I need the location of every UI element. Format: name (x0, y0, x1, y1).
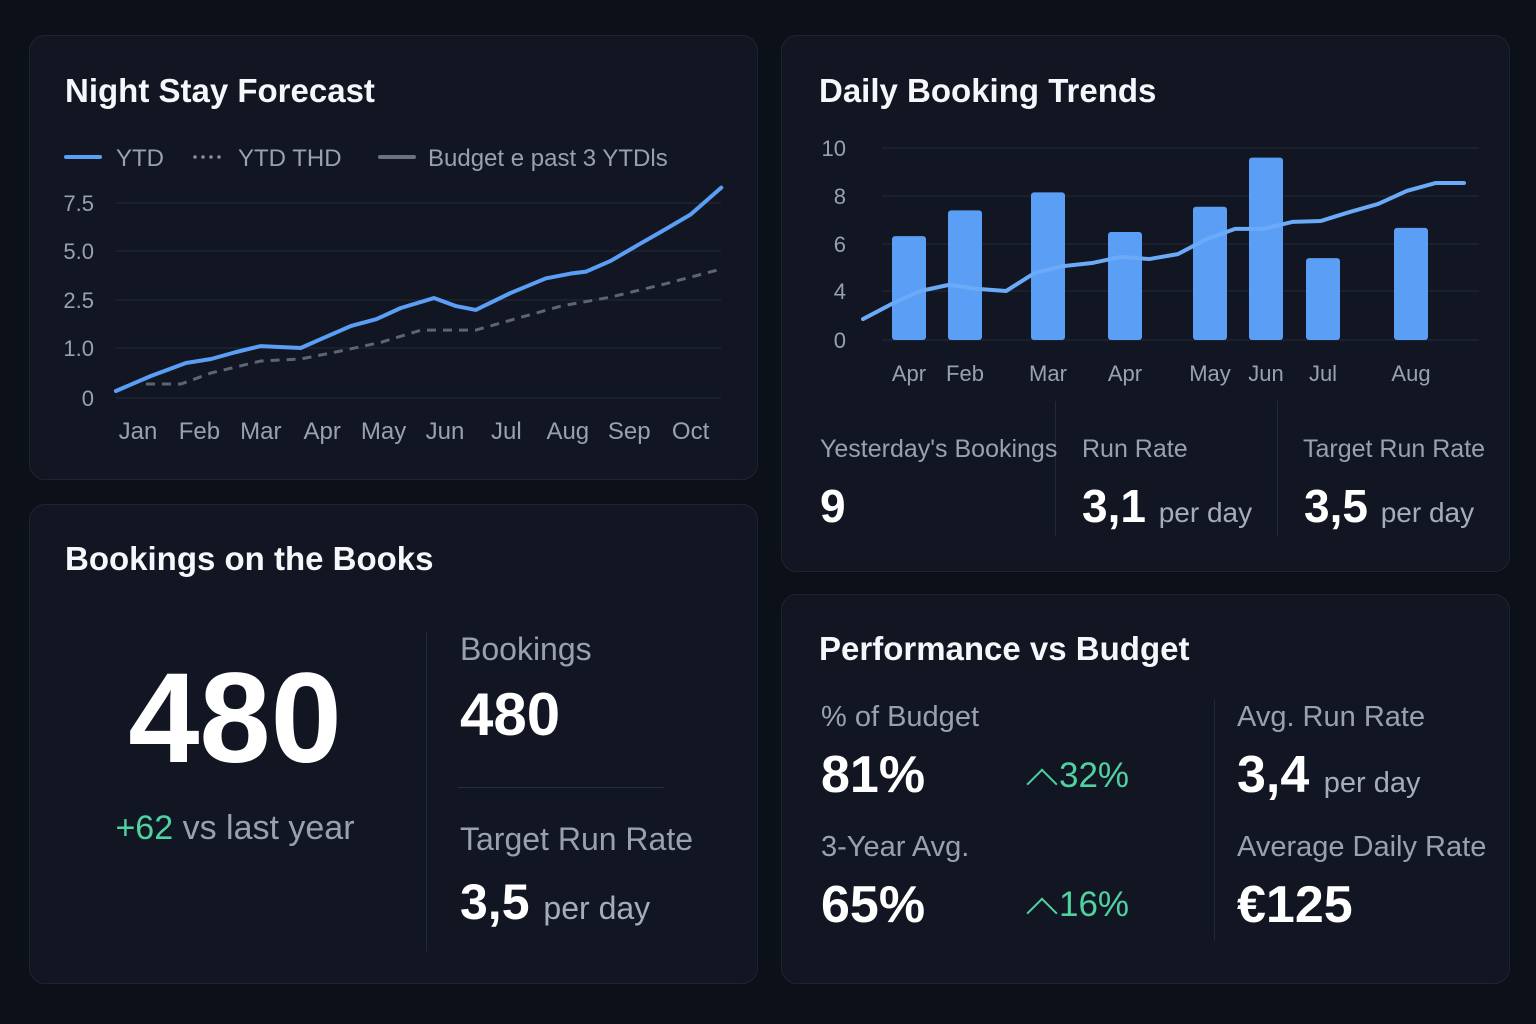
bar (948, 210, 982, 340)
bookings-label: Bookings (460, 631, 592, 667)
series-line-ytd-thd (145, 267, 722, 386)
stat-value: 9 (820, 480, 846, 532)
three-year-avg-value: 65% (821, 876, 926, 934)
stat-value: 3,1 (1082, 480, 1146, 532)
stat-unit: per day (1380, 497, 1475, 528)
x-tick-label: Jun (426, 418, 465, 445)
stat-value: 3,5 (1304, 480, 1368, 532)
target-run-rate-unit: per day (543, 890, 651, 926)
total-bookings-value: 480 (128, 647, 342, 790)
x-tick-label: Mar (1029, 361, 1067, 386)
chevron-up-icon (1026, 768, 1058, 800)
avg-run-rate-label: Avg. Run Rate (1237, 701, 1426, 733)
x-tick-label: Jul (491, 418, 522, 445)
bar (1249, 157, 1283, 340)
y-tick-label: 0 (834, 328, 846, 353)
pct-budget-label: % of Budget (821, 701, 979, 733)
bar (1108, 232, 1142, 340)
bar (1306, 258, 1340, 340)
y-tick-label: 8 (834, 184, 846, 209)
y-tick-label: 7.5 (63, 191, 94, 216)
divider (458, 787, 664, 788)
x-tick-label: Sep (608, 418, 651, 445)
x-tick-label: Mar (240, 418, 281, 445)
change-value: 16% (1059, 885, 1130, 924)
three-year-avg-change: 16% (1023, 885, 1130, 929)
card-title: Bookings on the Books (65, 540, 434, 577)
x-tick-label: Apr (892, 361, 926, 386)
avg-run-rate-value: 3,4 (1237, 746, 1310, 804)
target-run-rate-value: 3,5 (460, 874, 530, 930)
daily-booking-chart: 10 8 6 4 0 Apr Feb Mar Apr May Jun Jul Aug (822, 136, 1479, 386)
daily-booking-trends-card: Daily Booking Trends 10 8 6 4 0 Apr Feb Mar Apr M… (781, 35, 1510, 572)
x-tick-label: Aug (1391, 361, 1430, 386)
y-tick-label: 2.5 (63, 288, 94, 313)
y-tick-label: 10 (822, 136, 846, 161)
x-tick-label: Jun (1248, 361, 1283, 386)
change-value: 32% (1059, 756, 1130, 795)
night-stay-forecast-card: Night Stay Forecast YTD YTD THD Budget e p… (29, 35, 758, 480)
stat-unit: per day (1158, 497, 1253, 528)
stat-label: Target Run Rate (1303, 435, 1486, 463)
x-tick-label: Apr (304, 418, 341, 445)
performance-vs-budget-card: Performance vs Budget % of Budget 81% 32… (781, 594, 1510, 984)
y-tick-label: 0 (82, 386, 94, 411)
bookings-value: 480 (460, 681, 561, 748)
delta-label: vs last year (182, 809, 355, 847)
night-stay-chart: YTD YTD THD Budget e past 3 YTDls 7.5 5.0 2.5… (63, 145, 724, 445)
divider (1055, 401, 1056, 536)
x-tick-label: May (361, 418, 406, 445)
divider (1277, 401, 1278, 536)
card-title: Night Stay Forecast (65, 72, 375, 109)
pct-budget-value: 81% (821, 746, 926, 804)
y-tick-label: 1.0 (63, 336, 94, 361)
x-tick-label: Feb (946, 361, 984, 386)
bookings-on-books-card: Bookings on the Books 480 +62 vs last ye… (29, 504, 758, 984)
three-year-avg-label: 3-Year Avg. (821, 831, 970, 863)
avg-run-rate-unit: per day (1323, 767, 1421, 799)
x-tick-label: Feb (179, 418, 220, 445)
adr-label: Average Daily Rate (1237, 831, 1487, 863)
x-tick-label: Aug (546, 418, 589, 445)
x-tick-label: Jul (1309, 361, 1337, 386)
x-tick-label: Oct (672, 418, 710, 445)
y-tick-label: 6 (834, 232, 846, 257)
card-title: Performance vs Budget (819, 630, 1190, 667)
legend-label: YTD THD (238, 145, 342, 172)
x-tick-label: Apr (1108, 361, 1142, 386)
card-title: Daily Booking Trends (819, 72, 1157, 109)
delta-value: +62 (115, 809, 174, 847)
divider (1214, 700, 1215, 940)
legend-label: Budget e past 3 YTDls (428, 145, 668, 172)
legend-label: YTD (116, 145, 164, 172)
bar (1193, 206, 1227, 340)
target-run-rate-label: Target Run Rate (460, 821, 694, 857)
series-line-ytd (113, 185, 724, 393)
stat-label: Run Rate (1082, 435, 1188, 463)
x-tick-label: May (1189, 361, 1231, 386)
bar (892, 236, 926, 340)
pct-budget-change: 32% (1023, 756, 1130, 800)
y-tick-label: 5.0 (63, 239, 94, 264)
chevron-up-icon (1026, 897, 1058, 929)
y-tick-label: 4 (834, 279, 846, 304)
adr-value: €125 (1237, 876, 1353, 934)
x-tick-label: Jan (119, 418, 158, 445)
divider (426, 631, 427, 951)
year-over-year-delta: +62 vs last year (115, 811, 354, 845)
bar (1031, 192, 1065, 340)
stat-label: Yesterday's Bookings (820, 435, 1058, 463)
bar (1394, 227, 1428, 340)
trend-line (861, 181, 1466, 322)
